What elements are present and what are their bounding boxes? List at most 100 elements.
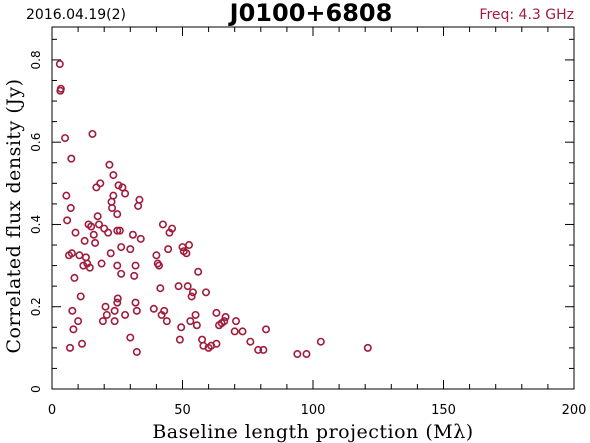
data-point [177,323,186,332]
data-point [254,345,263,354]
data-point [126,333,135,342]
data-point [132,306,141,315]
data-point [81,253,90,262]
data-point [188,288,197,297]
data-point [194,267,203,276]
data-point [152,251,161,260]
data-point [178,243,187,252]
data-point [89,230,98,239]
data-point [113,298,122,307]
data-point [68,306,77,315]
data-point [183,282,192,291]
data-point [160,306,169,315]
data-point [67,154,76,163]
data-point [131,261,140,270]
data-point [113,261,122,270]
data-point [238,327,247,336]
data-point [259,345,268,354]
y-axis-label: Correlated flux density (Jy) [3,78,25,353]
data-point [164,245,173,254]
data-point [126,245,135,254]
data-point [114,181,123,190]
data-point [97,259,106,268]
data-point [156,284,165,293]
data-point [55,60,64,69]
data-point [69,325,78,334]
data-point [186,317,195,326]
x-tick-label: 150 [431,403,456,418]
data-point [85,263,94,272]
data-point [113,210,122,219]
y-tick-label: 0.4 [29,215,43,234]
data-point [182,249,191,258]
data-point [92,183,101,192]
y-tick-labels: 0 0.2 0.4 0.6 0.8 [29,50,43,392]
data-point [108,204,117,213]
data-point [132,347,141,356]
data-point [134,201,143,210]
data-point [70,273,79,282]
data-point [63,216,72,225]
data-point [66,343,75,352]
data-point [221,313,230,322]
data-point [100,224,109,233]
data-point [96,179,105,188]
data-point [109,191,118,200]
data-point [232,317,241,326]
data-point [106,249,115,258]
data-point [168,224,177,233]
data-point [135,195,144,204]
data-point [175,335,184,344]
data-point [102,310,111,319]
data-point [136,234,145,243]
data-point [66,204,75,213]
y-tick-label: 0 [29,385,43,393]
data-point [158,220,167,229]
data-point [62,191,71,200]
data-point [117,243,126,252]
data-point [198,335,207,344]
x-axis-label: Baseline length projection (Mλ) [152,421,473,443]
data-point [78,339,87,348]
data-point [302,350,311,359]
data-point [191,310,200,319]
data-point [88,129,97,138]
data-point [109,171,118,180]
data-point [76,292,85,301]
x-tick-label: 50 [174,403,191,418]
y-tick-label: 0.8 [29,50,43,69]
date-label: 2016.04.19(2) [26,7,126,23]
data-point [94,220,103,229]
data-point [121,189,130,198]
data-point [61,134,70,143]
axis-ticks [51,27,575,390]
data-point [130,271,139,280]
data-point [115,226,124,235]
data-point [187,292,196,301]
data-points [55,60,372,359]
data-point [128,230,137,239]
data-point [74,317,83,326]
data-point [230,327,239,336]
data-point [113,294,122,303]
data-point [98,317,107,326]
data-point [91,238,100,247]
data-point [201,288,210,297]
data-point [105,160,114,169]
data-point [101,302,110,311]
data-point [131,298,140,307]
data-point [110,317,119,326]
data-point [174,282,183,291]
data-point [293,350,302,359]
data-point [93,212,102,221]
y-tick-label: 0.2 [29,297,43,316]
data-point [113,226,122,235]
data-point [220,317,229,326]
data-point [110,306,119,315]
data-point [162,317,171,326]
data-point [117,269,126,278]
data-point [316,337,325,346]
data-point [87,222,96,231]
x-tick-labels: 0 50 100 150 200 [48,403,587,418]
